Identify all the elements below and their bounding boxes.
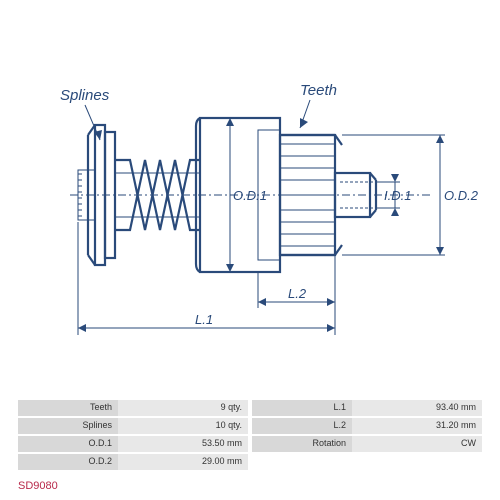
l2-dim: L.2 bbox=[288, 286, 307, 301]
id1-dim: I.D.1 bbox=[384, 188, 411, 203]
cell-label: Rotation bbox=[252, 436, 352, 452]
cell-value: 93.40 mm bbox=[352, 400, 482, 416]
cell-label: Teeth bbox=[18, 400, 118, 416]
od2-dim: O.D.2 bbox=[444, 188, 479, 203]
table-row: Splines 10 qty. L.2 31.20 mm bbox=[18, 418, 482, 434]
part-number: SD9080 bbox=[18, 480, 58, 492]
cell-value: 29.00 mm bbox=[118, 454, 248, 470]
teeth-label: Teeth bbox=[300, 82, 337, 99]
cell-label: Splines bbox=[18, 418, 118, 434]
table-row: Teeth 9 qty. L.1 93.40 mm bbox=[18, 400, 482, 416]
l1-dim: L.1 bbox=[195, 312, 213, 327]
cell-value: 31.20 mm bbox=[352, 418, 482, 434]
od1-dim: O.D.1 bbox=[233, 188, 267, 203]
table-row: O.D.1 53.50 mm Rotation CW bbox=[18, 436, 482, 452]
cell-label: O.D.2 bbox=[18, 454, 118, 470]
cell-value: 53.50 mm bbox=[118, 436, 248, 452]
cell-label: O.D.1 bbox=[18, 436, 118, 452]
splines-label: Splines bbox=[60, 87, 110, 104]
spec-table: Teeth 9 qty. L.1 93.40 mm Splines 10 qty… bbox=[18, 400, 482, 472]
cell-value: CW bbox=[352, 436, 482, 452]
table-row: O.D.2 29.00 mm bbox=[18, 454, 482, 470]
cell-label: L.1 bbox=[252, 400, 352, 416]
cell-value: 10 qty. bbox=[118, 418, 248, 434]
cell-value: 9 qty. bbox=[118, 400, 248, 416]
cell-label: L.2 bbox=[252, 418, 352, 434]
technical-drawing: Splines Teeth bbox=[0, 10, 500, 360]
